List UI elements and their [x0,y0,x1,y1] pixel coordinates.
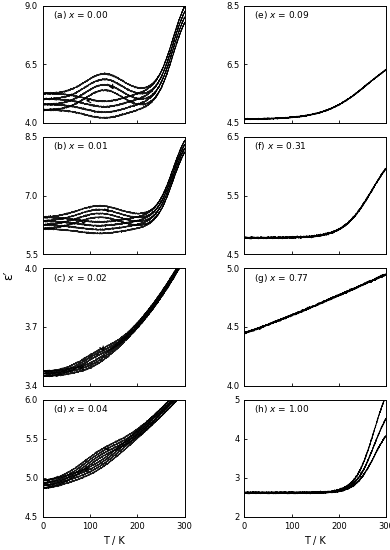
Text: (e) $x$ = 0.09: (e) $x$ = 0.09 [254,9,310,21]
Text: ε′: ε′ [2,270,15,280]
Text: (g) $x$ = 0.77: (g) $x$ = 0.77 [254,272,309,285]
Text: (c) $x$ = 0.02: (c) $x$ = 0.02 [53,272,107,284]
X-axis label: T / K: T / K [103,536,125,546]
Text: (h) $x$ = 1.00: (h) $x$ = 1.00 [254,403,310,415]
X-axis label: T / K: T / K [304,536,326,546]
Text: (f) $x$ = 0.31: (f) $x$ = 0.31 [254,140,307,152]
Text: (d) $x$ = 0.04: (d) $x$ = 0.04 [53,403,108,415]
Text: (a) $x$ = 0.00: (a) $x$ = 0.00 [53,9,108,21]
Text: (b) $x$ = 0.01: (b) $x$ = 0.01 [53,140,108,152]
